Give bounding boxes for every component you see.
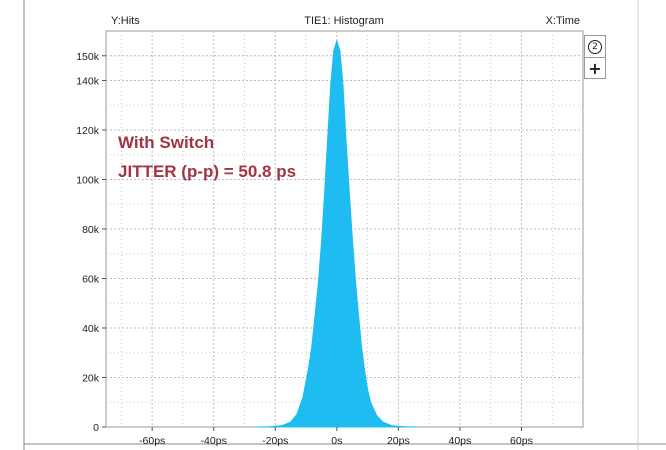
y-tick-label: 60k [82, 274, 100, 286]
zoom-button[interactable]: 2 [584, 35, 606, 57]
add-button[interactable]: + [584, 57, 606, 79]
x-tick-label: -40ps [201, 435, 227, 447]
y-tick-label: 20k [82, 373, 100, 385]
x-tick-label: 60ps [510, 435, 533, 447]
x-tick-label: 40ps [449, 435, 472, 447]
x-tick-label: -60ps [139, 435, 165, 447]
histogram-area [256, 39, 417, 428]
annotation-text: JITTER (p-p) = 50.8 ps [118, 162, 296, 181]
y-tick-label: 80k [82, 224, 100, 236]
y-tick-label: 100k [76, 175, 100, 187]
x-tick-label: 0s [331, 435, 342, 447]
x-axis-label: X:Time [546, 15, 580, 27]
x-tick-label: -20ps [262, 435, 288, 447]
annotation-text: With Switch [118, 133, 214, 152]
y-tick-label: 150k [76, 51, 100, 63]
y-tick-label: 120k [76, 125, 100, 137]
y-tick-label: 140k [76, 76, 100, 88]
zoom-level-icon: 2 [588, 39, 602, 54]
y-tick-label: 0 [93, 422, 99, 434]
y-tick-label: 40k [82, 323, 100, 335]
y-axis-label: Y:Hits [111, 15, 140, 27]
chart-title: TIE1: Histogram [304, 15, 383, 27]
x-tick-label: 20ps [387, 435, 410, 447]
